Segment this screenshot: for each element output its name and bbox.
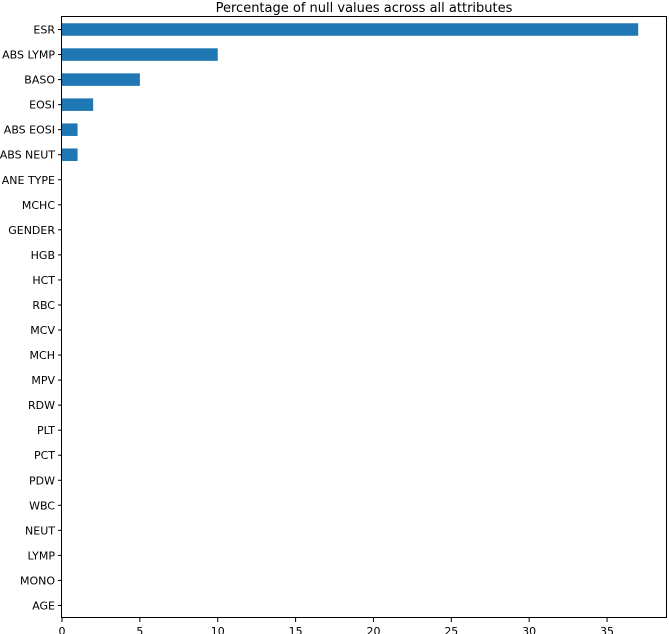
- bars-group: [62, 23, 639, 161]
- y-tick-label: ABS LYMP: [2, 49, 55, 62]
- y-tick-label: RBC: [32, 299, 55, 312]
- x-tick-label: 15: [289, 625, 303, 634]
- y-tick-label: BASO: [24, 74, 55, 87]
- x-tick-label: 20: [366, 625, 380, 634]
- bar-abs-lymp: [62, 48, 218, 61]
- y-tick-label: MCHC: [22, 199, 55, 212]
- bar-eosi: [62, 98, 94, 111]
- bar-abs-neut: [62, 148, 78, 161]
- x-tick-label: 35: [600, 625, 614, 634]
- y-tick-label: RDW: [28, 399, 55, 412]
- y-tick-label: EOSI: [29, 99, 55, 112]
- y-tick-label: LYMP: [27, 549, 55, 562]
- y-tick-label: PLT: [37, 424, 55, 437]
- x-tick-label: 5: [136, 625, 143, 634]
- y-tick-label: ABS NEUT: [0, 149, 55, 162]
- bar-esr: [62, 23, 639, 36]
- y-tick-label: GENDER: [8, 224, 55, 237]
- x-tick-label: 10: [211, 625, 225, 634]
- y-tick-label: NEUT: [25, 524, 55, 537]
- bar-baso: [62, 73, 140, 86]
- y-tick-label: WBC: [29, 499, 55, 512]
- x-tick-label: 0: [59, 625, 66, 634]
- y-tick-label: MCH: [30, 349, 55, 362]
- y-tick-label: HGB: [31, 249, 55, 262]
- y-tick-label: ESR: [33, 24, 55, 37]
- y-tick-label: ANE TYPE: [2, 174, 55, 187]
- y-tick-label: MPV: [31, 374, 55, 387]
- bar-abs-eosi: [62, 123, 78, 136]
- y-tick-label: AGE: [32, 599, 55, 612]
- chart-title: Percentage of null values across all att…: [216, 1, 513, 16]
- y-tick-label: HCT: [32, 274, 55, 287]
- y-tick-label: PDW: [29, 474, 55, 487]
- plot-frame: [61, 16, 667, 618]
- x-tick-label: 25: [444, 625, 458, 634]
- y-tick-label: ABS EOSI: [4, 124, 55, 137]
- y-tick-label: MONO: [20, 574, 55, 587]
- y-tick-label: MCV: [30, 324, 55, 337]
- y-tick-label: PCT: [34, 449, 55, 462]
- x-axis: 0 5 10 15 20 25 30 35: [59, 618, 614, 634]
- y-axis: ESR ABS LYMP BASO EOSI ABS EOSI ABS NEUT ANE T…: [0, 24, 62, 612]
- x-tick-label: 30: [522, 625, 536, 634]
